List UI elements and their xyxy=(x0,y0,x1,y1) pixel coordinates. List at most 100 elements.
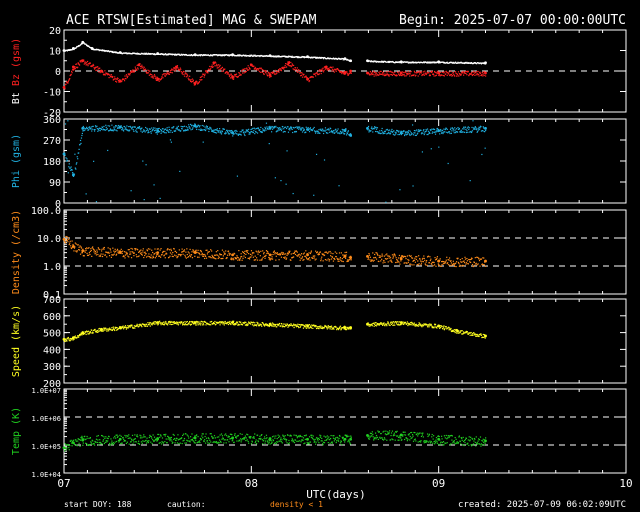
data-dot xyxy=(128,249,130,251)
data-dot xyxy=(284,131,286,133)
data-dot xyxy=(111,51,113,54)
data-dot xyxy=(472,334,474,336)
data-dot xyxy=(65,235,67,238)
data-dot xyxy=(278,253,281,255)
data-dot xyxy=(66,159,69,162)
data-dot xyxy=(219,64,221,66)
data-dot xyxy=(389,132,392,134)
data-dot xyxy=(441,325,443,327)
data-dot xyxy=(227,250,230,252)
data-dot xyxy=(110,442,113,444)
data-dot xyxy=(111,440,113,442)
y-axis-label: Density (/cm3) xyxy=(11,210,22,294)
data-dot xyxy=(99,248,101,251)
data-dot xyxy=(67,120,69,122)
data-dot xyxy=(87,437,89,439)
data-dot xyxy=(477,74,479,76)
data-dot xyxy=(326,327,328,329)
data-dot xyxy=(172,323,174,325)
data-dot xyxy=(243,252,246,255)
data-dot xyxy=(372,260,374,262)
data-dot xyxy=(388,323,390,325)
data-dot xyxy=(296,56,298,58)
data-dot xyxy=(153,53,156,55)
data-dot xyxy=(350,259,352,261)
data-dot xyxy=(387,132,389,135)
data-dot xyxy=(145,256,148,258)
data-dot xyxy=(97,253,99,256)
data-dot xyxy=(315,132,317,134)
data-dot xyxy=(295,324,297,326)
data-dot xyxy=(171,321,173,323)
data-dot xyxy=(97,247,99,249)
data-dot xyxy=(255,67,257,69)
data-point xyxy=(193,436,197,440)
data-dot xyxy=(347,326,349,328)
data-dot xyxy=(389,255,391,257)
data-dot xyxy=(403,323,405,326)
data-dot xyxy=(414,325,416,327)
data-dot xyxy=(233,54,235,56)
data-dot xyxy=(194,55,196,57)
data-dot xyxy=(247,65,249,67)
data-dot xyxy=(389,61,391,63)
data-dot xyxy=(264,126,266,128)
data-dot xyxy=(373,322,375,324)
data-dot xyxy=(399,263,401,265)
y-tick-label: 20 xyxy=(49,26,61,37)
data-dot xyxy=(448,326,450,328)
data-dot xyxy=(251,254,253,256)
data-dot xyxy=(452,128,454,130)
data-dot xyxy=(157,131,159,133)
data-dot xyxy=(471,74,474,77)
data-dot xyxy=(341,128,343,131)
data-dot xyxy=(181,128,183,130)
data-dot xyxy=(461,330,463,332)
data-dot xyxy=(309,128,311,130)
data-dot xyxy=(442,326,445,328)
data-dot xyxy=(482,126,484,128)
data-dot xyxy=(449,132,451,135)
data-dot xyxy=(474,264,476,266)
data-dot xyxy=(183,75,186,77)
data-dot xyxy=(405,134,408,136)
data-dot xyxy=(421,326,423,328)
data-dot xyxy=(284,257,286,259)
data-dot xyxy=(78,442,80,444)
data-dot xyxy=(230,257,232,259)
data-dot xyxy=(309,252,312,255)
data-dot xyxy=(241,69,243,71)
data-dot xyxy=(182,72,184,74)
data-dot xyxy=(403,256,405,258)
data-dot xyxy=(185,257,187,259)
data-dot xyxy=(296,67,298,69)
data-dot xyxy=(257,322,259,324)
data-dot xyxy=(277,130,279,132)
data-dot xyxy=(171,68,173,70)
data-dot xyxy=(197,124,200,127)
data-dot xyxy=(228,55,231,57)
data-dot xyxy=(265,323,267,325)
data-dot xyxy=(374,256,377,259)
data-dot xyxy=(307,325,309,327)
data-dot xyxy=(294,250,296,252)
data-dot xyxy=(89,436,91,439)
data-dot xyxy=(196,128,198,131)
data-dot xyxy=(164,323,166,325)
data-dot xyxy=(433,128,436,131)
data-dot xyxy=(118,327,120,329)
data-dot xyxy=(271,131,273,133)
data-dot xyxy=(299,256,301,258)
data-dot xyxy=(291,128,293,131)
data-dot xyxy=(71,69,74,71)
data-dot xyxy=(170,320,172,323)
data-dot xyxy=(399,132,401,134)
data-dot xyxy=(309,259,311,261)
data-dot xyxy=(391,131,394,133)
data-dot xyxy=(78,438,80,440)
data-dot xyxy=(253,252,255,254)
data-dot xyxy=(242,257,244,259)
data-dot xyxy=(150,76,152,78)
data-dot xyxy=(232,131,234,133)
data-dot xyxy=(198,81,200,83)
